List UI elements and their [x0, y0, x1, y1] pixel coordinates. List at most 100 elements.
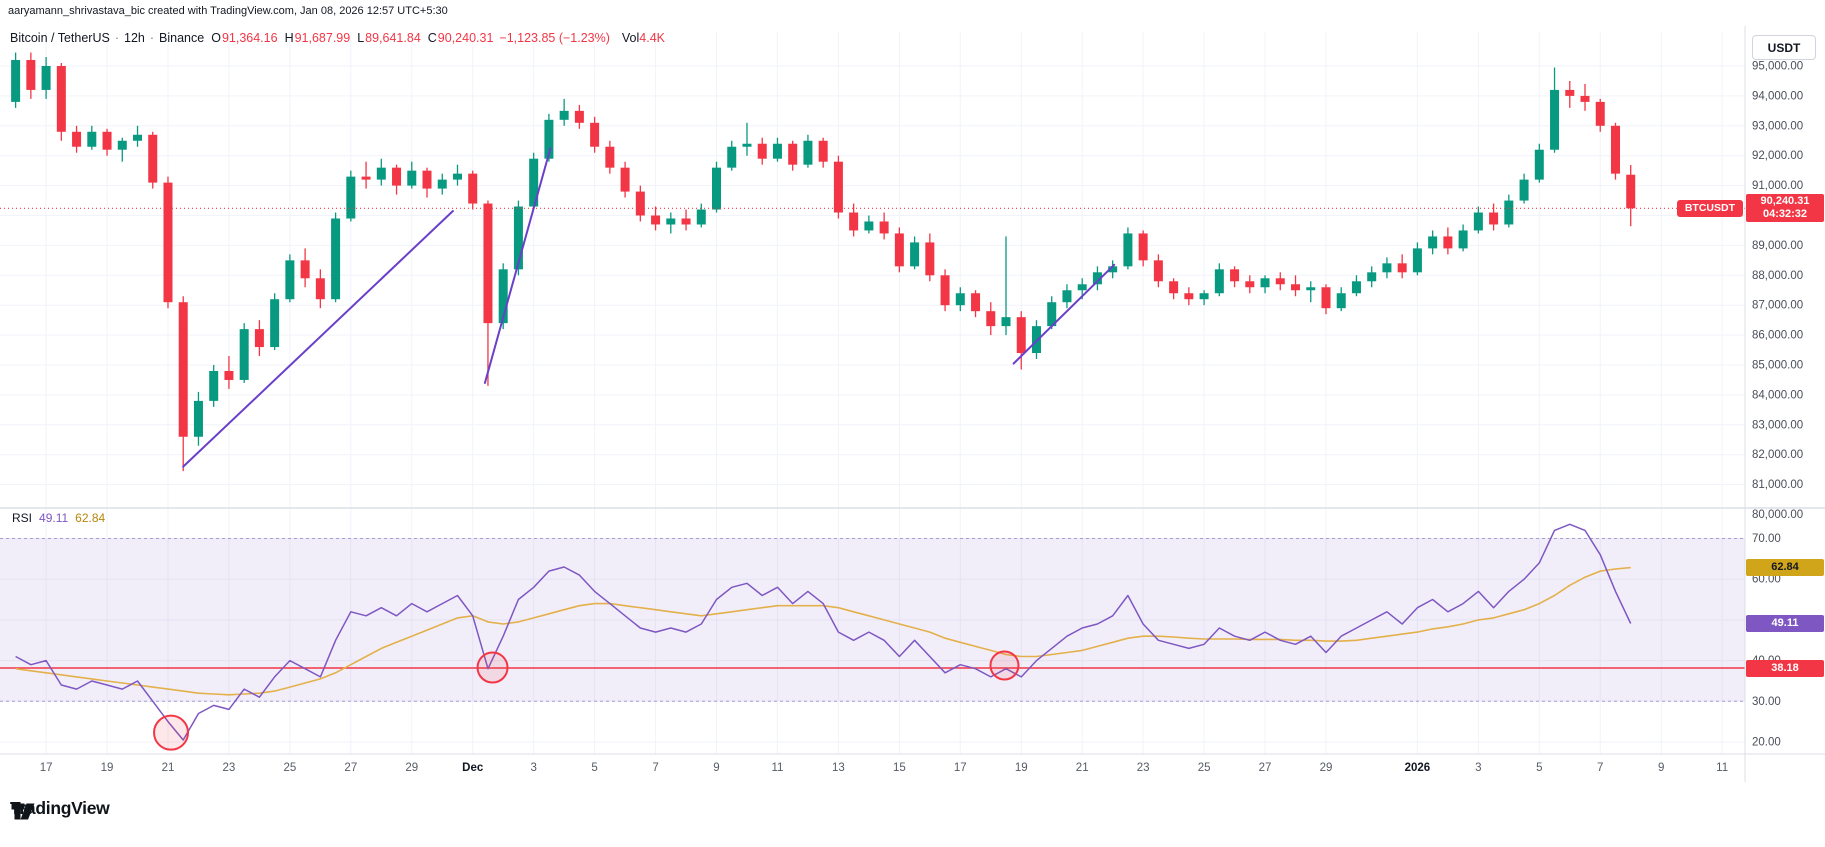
rsi-axis-label[interactable]: 20.00: [1752, 737, 1781, 749]
price-axis-label[interactable]: 88,000.00: [1752, 270, 1803, 282]
candle-up: [956, 293, 965, 305]
time-axis-label[interactable]: 19: [101, 762, 114, 774]
candle-up: [910, 242, 919, 266]
time-axis-label[interactable]: 19: [1015, 762, 1028, 774]
rsi-axis-badge: 49.11: [1746, 615, 1824, 632]
time-axis-label[interactable]: Dec: [462, 762, 484, 774]
time-axis-label[interactable]: 11: [1716, 762, 1728, 774]
price-axis-label[interactable]: 87,000.00: [1752, 300, 1803, 312]
time-axis-label[interactable]: 11: [771, 762, 783, 774]
candle-down: [72, 132, 81, 147]
tradingview-logo-icon: [10, 798, 36, 824]
candle-up: [1474, 213, 1483, 231]
candle-up: [803, 141, 812, 165]
price-axis-label[interactable]: 95,000.00: [1752, 61, 1803, 73]
time-axis-label[interactable]: 27: [344, 762, 357, 774]
high-label: H: [285, 31, 294, 45]
candle-up: [194, 401, 203, 437]
price-axis-label[interactable]: 82,000.00: [1752, 449, 1803, 461]
candle-down: [1245, 281, 1254, 287]
open-value: 91,364.16: [222, 31, 278, 45]
time-axis-label[interactable]: 7: [652, 762, 658, 774]
price-axis-label[interactable]: 94,000.00: [1752, 90, 1803, 102]
candle-up: [773, 144, 782, 159]
rsi-ma-axis-badge: 62.84: [1746, 559, 1824, 576]
candle-up: [1352, 281, 1361, 293]
time-axis-label[interactable]: 13: [832, 762, 845, 774]
candle-up: [1428, 236, 1437, 248]
chart-canvas[interactable]: 95,000.00 94,000.00 93,000.00 92,000.00 91,0…: [0, 0, 1825, 847]
candle-up: [118, 141, 127, 150]
candle-down: [621, 168, 630, 192]
time-axis-label[interactable]: 2026: [1405, 762, 1431, 774]
price-axis-label[interactable]: 93,000.00: [1752, 120, 1803, 132]
price-axis-label[interactable]: 80,000.00: [1752, 509, 1803, 521]
price-axis-label[interactable]: 81,000.00: [1752, 479, 1803, 491]
symbol-title[interactable]: Bitcoin / TetherUS: [10, 31, 110, 45]
candle-up: [240, 329, 249, 380]
candle-up: [87, 132, 96, 147]
time-axis-label[interactable]: 23: [223, 762, 236, 774]
circle-drawing[interactable]: [154, 716, 188, 750]
time-axis-label[interactable]: 5: [591, 762, 597, 774]
price-axis-label[interactable]: 86,000.00: [1752, 330, 1803, 342]
time-axis-label[interactable]: 9: [713, 762, 719, 774]
candle-up: [11, 60, 20, 102]
price-axis-label[interactable]: 92,000.00: [1752, 150, 1803, 162]
rsi-label[interactable]: RSI: [12, 511, 32, 525]
candle-up: [1504, 201, 1513, 225]
candle-up: [407, 171, 416, 186]
time-axis-label[interactable]: 17: [40, 762, 53, 774]
rsi-legend: RSI 49.11 62.84: [12, 511, 105, 525]
rsi-ma-value: 62.84: [75, 511, 105, 525]
candle-up: [697, 210, 706, 225]
tradingview-chart-window: 95,000.00 94,000.00 93,000.00 92,000.00 91,0…: [0, 0, 1825, 847]
time-axis-label[interactable]: 7: [1597, 762, 1603, 774]
candle-down: [1017, 317, 1026, 353]
candle-down: [1565, 90, 1574, 96]
currency-toggle-button[interactable]: USDT: [1752, 35, 1816, 60]
time-axis-label[interactable]: 15: [893, 762, 906, 774]
bar-countdown: 04:32:32: [1763, 208, 1807, 221]
time-axis-label[interactable]: 17: [954, 762, 967, 774]
price-axis-label[interactable]: 83,000.00: [1752, 419, 1803, 431]
candle-up: [1535, 150, 1544, 180]
candle-up: [1459, 230, 1468, 248]
trendline-drawing[interactable]: [183, 211, 453, 467]
exchange-name[interactable]: Binance: [159, 31, 204, 45]
candle-up: [1337, 293, 1346, 308]
candle-down: [1230, 269, 1239, 281]
rsi-axis-label[interactable]: 30.00: [1752, 696, 1781, 708]
time-axis-label[interactable]: 9: [1658, 762, 1664, 774]
price-axis-label[interactable]: 85,000.00: [1752, 360, 1803, 372]
tradingview-logo[interactable]: TradingView: [10, 798, 109, 819]
time-axis-label[interactable]: 3: [1475, 762, 1481, 774]
close-value: 90,240.31: [438, 31, 494, 45]
candle-up: [1200, 293, 1209, 299]
candle-down: [103, 132, 112, 150]
time-axis-label[interactable]: 23: [1137, 762, 1150, 774]
interval-value[interactable]: 12h: [124, 31, 145, 45]
time-axis-label[interactable]: 3: [530, 762, 536, 774]
rsi-axis-label[interactable]: 70.00: [1752, 533, 1781, 545]
circle-drawing[interactable]: [990, 651, 1018, 679]
circle-drawing[interactable]: [478, 653, 508, 683]
candle-up: [331, 218, 340, 299]
time-axis-label[interactable]: 25: [1198, 762, 1211, 774]
candle-down: [590, 123, 599, 147]
time-axis-label[interactable]: 25: [283, 762, 296, 774]
candle-down: [1291, 284, 1300, 290]
time-axis-label[interactable]: 5: [1536, 762, 1542, 774]
trendline-drawing[interactable]: [1014, 265, 1115, 364]
time-axis-label[interactable]: 21: [162, 762, 175, 774]
trendline-drawing[interactable]: [485, 148, 551, 383]
time-axis-label[interactable]: 29: [405, 762, 418, 774]
time-axis-label[interactable]: 29: [1320, 762, 1333, 774]
price-axis-label[interactable]: 84,000.00: [1752, 389, 1803, 401]
candle-down: [575, 111, 584, 123]
time-axis-label[interactable]: 27: [1259, 762, 1272, 774]
time-axis-label[interactable]: 21: [1076, 762, 1089, 774]
price-axis-label[interactable]: 91,000.00: [1752, 180, 1803, 192]
price-axis-label[interactable]: 89,000.00: [1752, 240, 1803, 252]
candle-down: [255, 329, 264, 347]
